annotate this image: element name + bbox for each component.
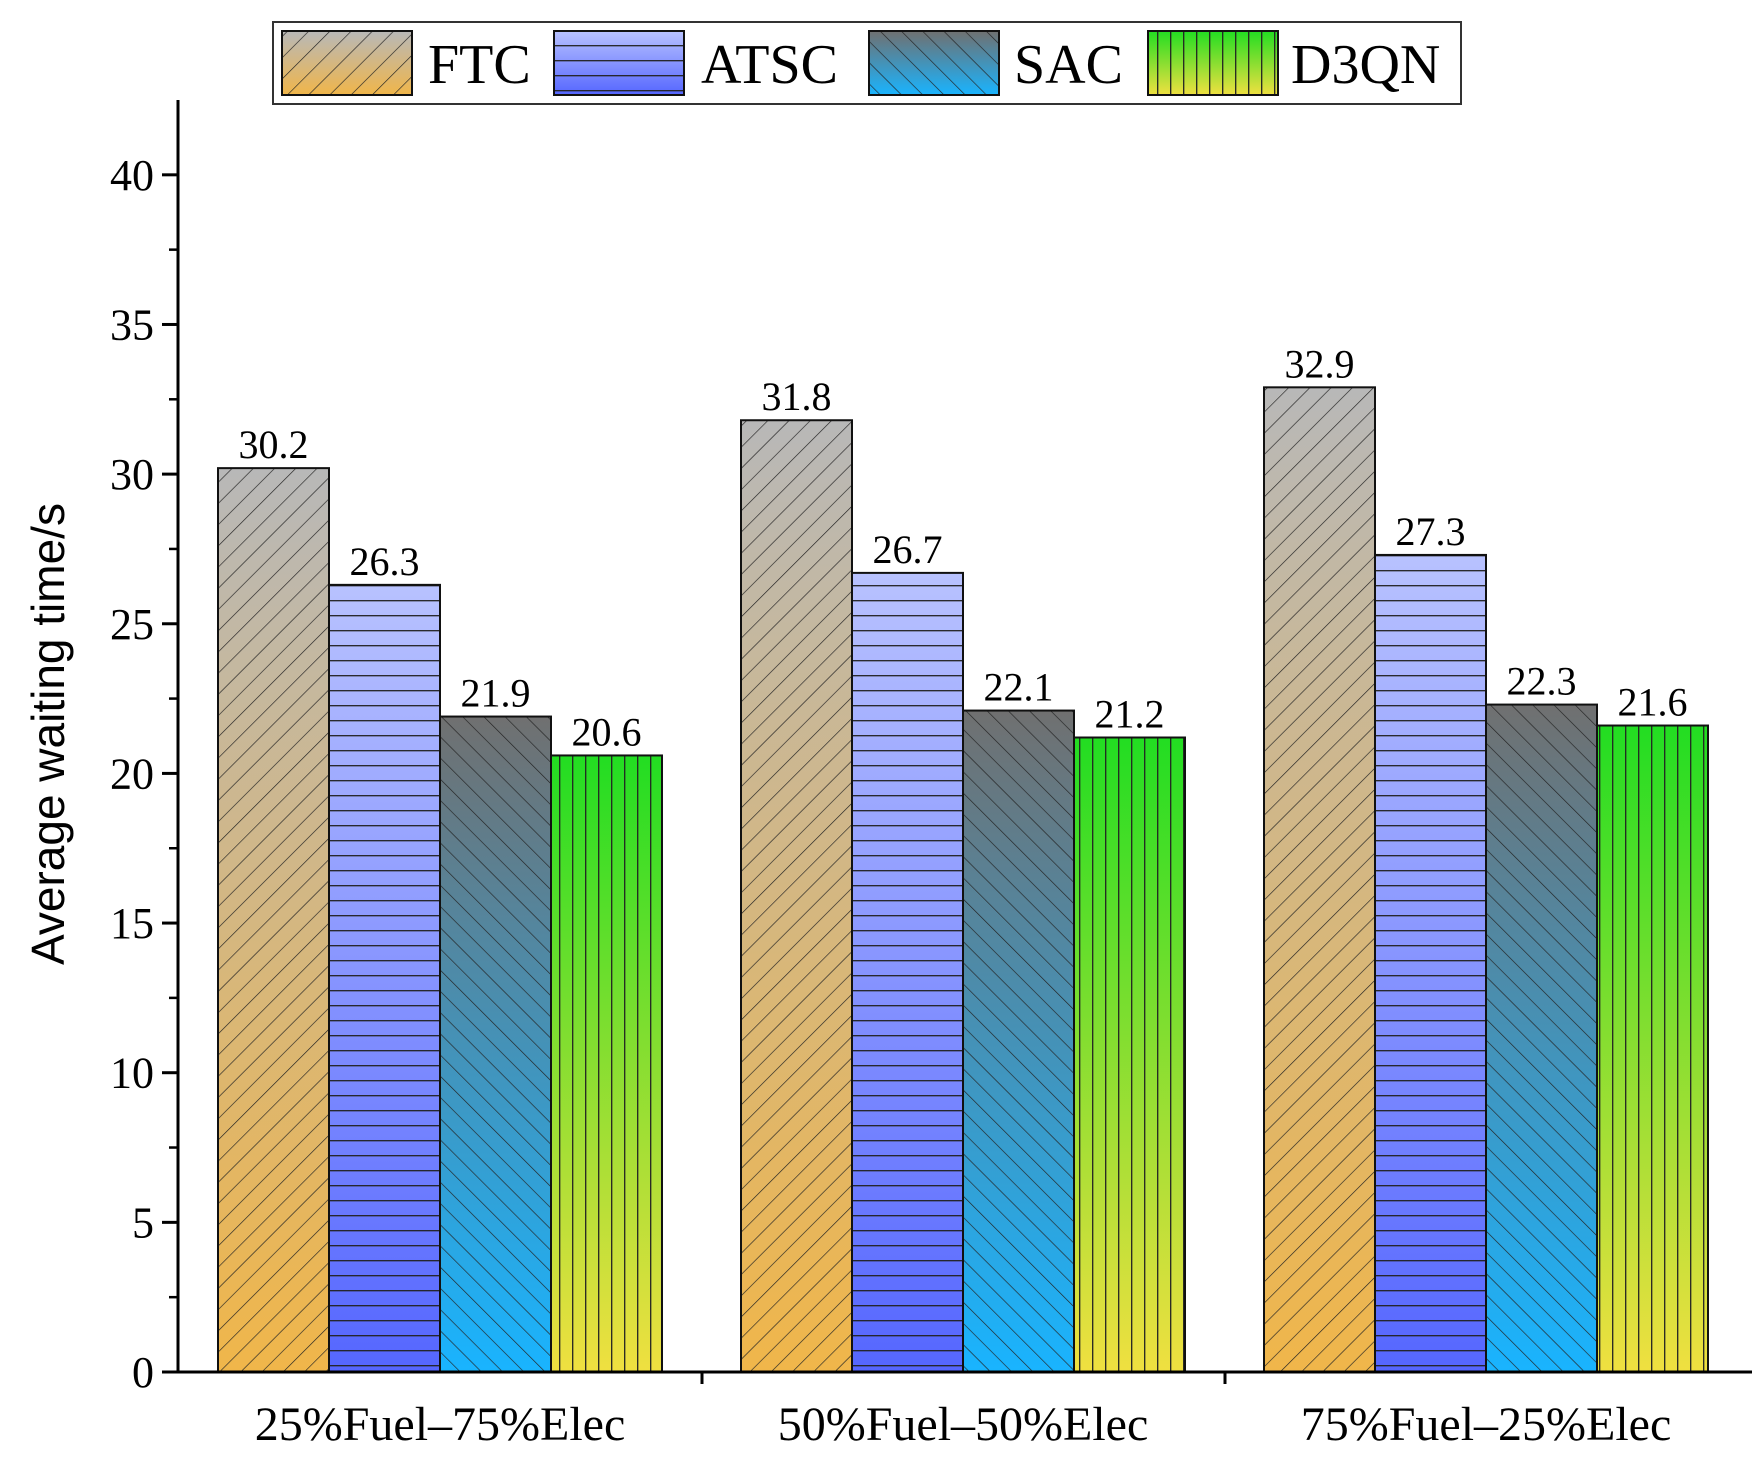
bar-ftc-1 [217,467,330,1373]
legend-swatch-ftc [281,30,413,96]
legend-item-d3qn: D3QN [1147,30,1440,96]
value-label-d3qn-3: 21.6 [1618,680,1688,725]
y-tick-label: 0 [132,1348,154,1397]
bar-d3qn-1 [550,754,663,1373]
y-tick-label: 5 [132,1198,154,1247]
bar-sac-1 [439,715,552,1373]
y-tick-label: 40 [110,151,154,200]
value-label-sac-1: 21.9 [461,671,531,716]
y-tick-label: 30 [110,450,154,499]
axes-layer [162,100,1752,1384]
bar-atsc-3 [1374,553,1487,1373]
legend: FTC ATSC SAC D3QN [272,21,1462,105]
value-label-sac-3: 22.3 [1507,659,1577,704]
legend-item-sac: SAC [868,30,1123,96]
bar-ftc-2 [740,419,853,1374]
value-label-atsc-3: 27.3 [1396,509,1466,554]
legend-label-ftc: FTC [428,34,531,96]
bar-sac-2 [962,709,1075,1373]
bar-d3qn-3 [1596,724,1709,1373]
bar-atsc-1 [328,583,441,1373]
legend-label-d3qn: D3QN [1291,34,1440,96]
value-label-ftc-2: 31.8 [762,374,832,419]
legend-swatch-d3qn [1147,30,1279,96]
legend-swatch-sac [868,30,1000,96]
value-label-atsc-1: 26.3 [350,539,420,584]
bars-layer [217,386,1709,1374]
y-axis-title: Average waiting time/s [22,503,74,965]
bar-d3qn-2 [1073,736,1186,1373]
x-tick-label-1: 25%Fuel–75%Elec [255,1398,626,1451]
labels-layer: 30.2 26.3 21.9 20.6 25%Fuel–75%Elec 31.8 26.7 2… [110,151,1688,1451]
y-tick-label: 10 [110,1049,154,1098]
x-tick-label-2: 50%Fuel–50%Elec [778,1398,1149,1451]
legend-item-ftc: FTC [281,30,531,96]
y-tick-label: 25 [110,600,154,649]
value-label-ftc-3: 32.9 [1285,341,1355,386]
y-tick-label: 20 [110,749,154,798]
value-label-sac-2: 22.1 [984,665,1054,710]
legend-label-sac: SAC [1014,34,1123,96]
value-label-d3qn-1: 20.6 [572,709,642,754]
legend-item-atsc: ATSC [553,30,838,96]
y-tick-label: 35 [110,300,154,349]
bar-atsc-2 [851,571,964,1373]
legend-swatch-atsc [553,30,685,96]
bar-sac-3 [1485,703,1598,1373]
value-label-ftc-1: 30.2 [239,422,309,467]
bar-ftc-3 [1263,386,1376,1374]
legend-label-atsc: ATSC [701,34,838,96]
value-label-atsc-2: 26.7 [873,527,943,572]
value-label-d3qn-2: 21.2 [1095,691,1165,736]
x-tick-label-3: 75%Fuel–25%Elec [1301,1398,1672,1451]
y-tick-label: 15 [110,899,154,948]
